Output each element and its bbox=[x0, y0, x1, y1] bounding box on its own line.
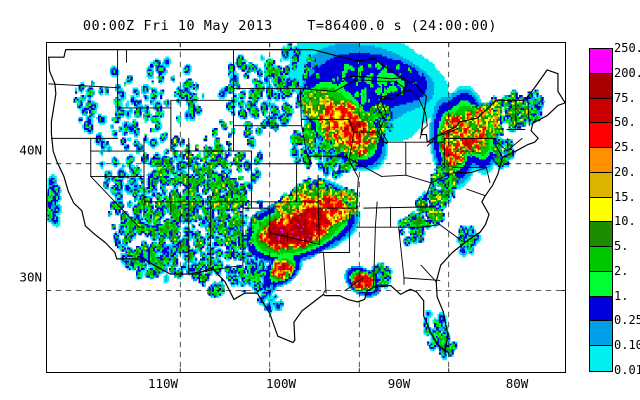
colorbar-band-5 bbox=[590, 172, 612, 198]
map-panel[interactable] bbox=[46, 42, 566, 373]
colorbar-band-2 bbox=[590, 98, 612, 124]
colorbar-tick-0: 250. bbox=[614, 41, 640, 55]
colorbar-band-11 bbox=[590, 321, 612, 347]
colorbar-tick-11: 0.25 bbox=[614, 313, 640, 328]
colorbar-band-12 bbox=[590, 346, 612, 371]
colorbar-band-3 bbox=[590, 123, 612, 149]
colorbar-tick-7: 10. bbox=[614, 214, 636, 229]
colorbar-tick-2: 75. bbox=[614, 90, 636, 105]
colorbar-tick-12: 0.10 bbox=[614, 338, 640, 353]
x-tick-label-80w: 80W bbox=[505, 376, 529, 391]
colorbar-tick-9: 2. bbox=[614, 263, 629, 278]
colorbar-band-1 bbox=[590, 73, 612, 99]
colorbar-band-9 bbox=[590, 271, 612, 297]
colorbar-tick-4: 25. bbox=[614, 140, 636, 155]
colorbar[interactable] bbox=[589, 48, 613, 372]
colorbar-tick-1: 200. bbox=[614, 65, 640, 80]
y-axis: 40N 30N bbox=[0, 0, 42, 400]
y-tick-label-30n: 30N bbox=[19, 269, 42, 285]
colorbar-band-7 bbox=[590, 222, 612, 248]
colorbar-tick-5: 20. bbox=[614, 164, 636, 179]
x-tick-label-100w: 100W bbox=[265, 376, 297, 391]
colorbar-band-10 bbox=[590, 296, 612, 322]
page-title: 00:00Z Fri 10 May 2013 T=86400.0 s (24:0… bbox=[82, 18, 498, 34]
x-tick-label-110w: 110W bbox=[147, 376, 179, 391]
x-tick-label-90w: 90W bbox=[387, 376, 411, 391]
colorbar-tick-10: 1. bbox=[614, 288, 629, 303]
colorbar-band-6 bbox=[590, 197, 612, 223]
colorbar-tick-6: 15. bbox=[614, 189, 636, 204]
colorbar-band-4 bbox=[590, 148, 612, 173]
colorbar-band-8 bbox=[590, 247, 612, 272]
colorbar-tick-13: 0.01 bbox=[614, 363, 640, 377]
colorbar-band-0 bbox=[590, 49, 612, 74]
precipitation-map-canvas[interactable] bbox=[46, 42, 566, 373]
y-tick-label-40n: 40N bbox=[19, 142, 42, 158]
colorbar-tick-8: 5. bbox=[614, 239, 629, 254]
colorbar-tick-3: 50. bbox=[614, 115, 636, 130]
